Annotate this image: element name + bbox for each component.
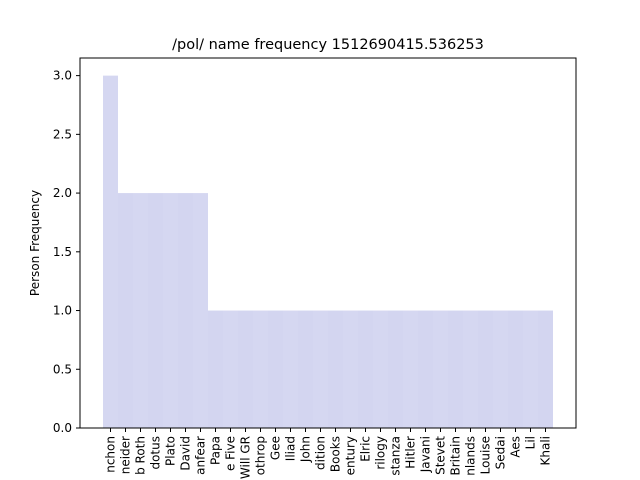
x-tick-label: Hitler xyxy=(404,436,418,469)
y-axis-label: Person Frequency xyxy=(28,190,42,296)
bar-27 xyxy=(508,310,523,428)
x-tick-label: Britain xyxy=(449,436,463,476)
x-tick-label: Plato xyxy=(164,436,178,466)
bar-4 xyxy=(163,193,178,428)
x-tick-label: e Five xyxy=(224,436,238,471)
x-tick-label: Aes xyxy=(509,436,523,458)
x-tick-label: dotus xyxy=(149,436,163,470)
y-tick-label: 2.5 xyxy=(53,127,72,141)
bar-3 xyxy=(148,193,163,428)
bar-16 xyxy=(343,310,358,428)
bar-5 xyxy=(178,193,193,428)
bar-2 xyxy=(133,193,148,428)
y-tick-label: 0.5 xyxy=(53,362,72,376)
bar-20 xyxy=(403,310,418,428)
x-tick-label: dition xyxy=(314,436,328,470)
x-tick-label: nlands xyxy=(464,436,478,476)
x-tick-label: Lil xyxy=(524,436,538,449)
bar-25 xyxy=(478,310,493,428)
x-tick-label: neider xyxy=(119,436,133,474)
x-tick-label: Javani xyxy=(419,436,433,473)
chart-title: /pol/ name frequency 1512690415.536253 xyxy=(172,37,484,53)
x-tick-label: Sedai xyxy=(494,436,508,469)
y-tick-label: 1.0 xyxy=(53,304,72,318)
x-tick-label: othrop xyxy=(254,436,268,475)
bar-11 xyxy=(268,310,283,428)
bar-13 xyxy=(298,310,313,428)
bar-7 xyxy=(208,310,223,428)
x-tick-label: Papa xyxy=(209,436,223,465)
bar-23 xyxy=(448,310,463,428)
bar-21 xyxy=(418,310,433,428)
bar-0 xyxy=(103,75,118,428)
bar-9 xyxy=(238,310,253,428)
x-tick-label: Iliad xyxy=(284,436,298,461)
x-tick-label: Louise xyxy=(479,436,493,474)
bar-29 xyxy=(538,310,553,428)
bars-group xyxy=(103,75,553,428)
y-axis: 0.0 0.5 1.0 1.5 2.0 2.5 3.0 xyxy=(53,69,80,435)
x-tick-label: b Roth xyxy=(134,436,148,475)
x-tick-label: stanza xyxy=(389,436,403,476)
y-tick-label: 1.5 xyxy=(53,245,72,259)
x-tick-label: Will GR xyxy=(239,436,253,479)
bar-28 xyxy=(523,310,538,428)
x-tick-label: John xyxy=(299,436,313,463)
x-tick-label: entury xyxy=(344,436,358,475)
bar-22 xyxy=(433,310,448,428)
bar-8 xyxy=(223,310,238,428)
x-tick-label: Gee xyxy=(269,436,283,460)
bar-18 xyxy=(373,310,388,428)
y-tick-label: 0.0 xyxy=(53,421,72,435)
bar-15 xyxy=(328,310,343,428)
x-axis: nchon neider b Roth dotus Plato David anfear Pa… xyxy=(104,428,553,479)
x-tick-label: Elric xyxy=(359,436,373,462)
bar-10 xyxy=(253,310,268,428)
bar-26 xyxy=(493,310,508,428)
x-tick-label: Books xyxy=(329,436,343,472)
plot-frame xyxy=(79,57,577,429)
x-tick-label: David xyxy=(179,436,193,471)
x-tick-label: Khali xyxy=(539,436,553,466)
bar-1 xyxy=(118,193,133,428)
bar-24 xyxy=(463,310,478,428)
bar-17 xyxy=(358,310,373,428)
bar-6 xyxy=(193,193,208,428)
x-tick-label: rilogy xyxy=(374,436,388,470)
bar-12 xyxy=(283,310,298,428)
x-tick-label: nchon xyxy=(104,436,118,473)
y-tick-label: 2.0 xyxy=(53,186,72,200)
y-tick-label: 3.0 xyxy=(53,69,72,83)
bar-19 xyxy=(388,310,403,428)
bar-14 xyxy=(313,310,328,428)
x-tick-label: anfear xyxy=(194,436,208,475)
x-tick-label: Stevet xyxy=(434,436,448,475)
